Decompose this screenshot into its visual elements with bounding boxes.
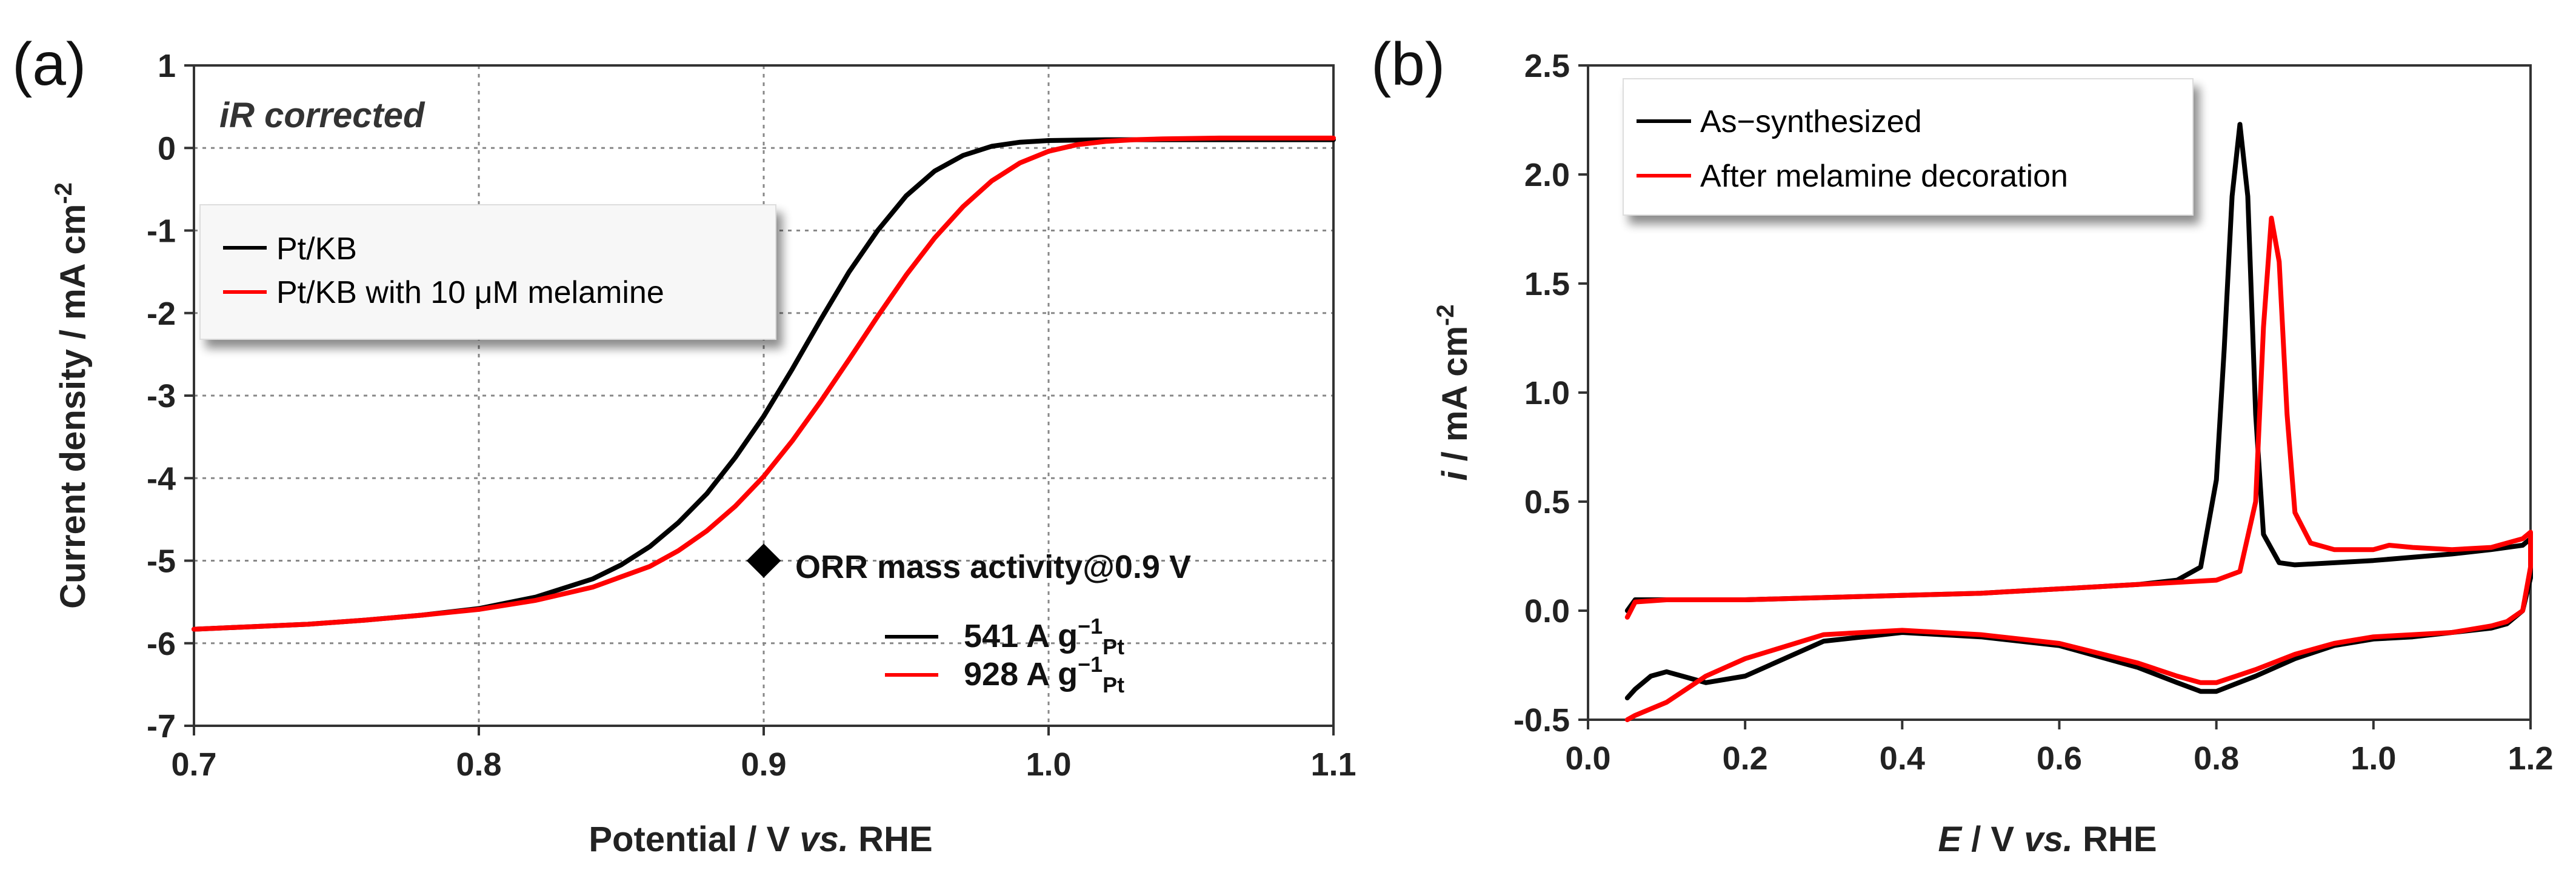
mass-activity-value-black: 541 A g−1Pt bbox=[964, 614, 1124, 659]
legend-label-after-melamine: After melamine decoration bbox=[1700, 159, 2068, 194]
panel-a-legend-box bbox=[199, 204, 776, 340]
panel-b-label: (b) bbox=[1371, 30, 1445, 98]
panel-b-y-tick-label-5: 0.0 bbox=[1524, 593, 1570, 629]
panel-b-x-tick-label-1: 0.2 bbox=[1723, 740, 1768, 777]
panel-b-y-tick-label-3: 1.0 bbox=[1524, 375, 1570, 411]
panel-a-x-tick-label-3: 1.0 bbox=[1026, 746, 1071, 783]
panel-a-y-tick-label-5: -4 bbox=[147, 460, 176, 497]
panel-a-y-tick-label-8: -7 bbox=[147, 708, 176, 745]
panel-b: (b) 2.52.01.51.00.50.0-0.5 0.0 0.2 0.4 0.6 0… bbox=[1371, 30, 2554, 859]
panel-b-x-tick-label-6: 1.2 bbox=[2508, 740, 2553, 777]
panel-a-grid bbox=[193, 64, 1335, 727]
panel-b-x-tick-label-3: 0.6 bbox=[2037, 740, 2082, 777]
panel-b-x-axis-title: E / V vs. RHE bbox=[1938, 820, 2157, 859]
mass-activity-value-red: 928 A g−1Pt bbox=[964, 652, 1124, 697]
panel-a-y-axis-title: Current density / mA cm-2 bbox=[50, 182, 93, 609]
panel-b-x-tick-label-2: 0.4 bbox=[1880, 740, 1925, 777]
panel-a-y-tick-label-3: -2 bbox=[147, 296, 176, 332]
panel-a-y-tick-label-1: 0 bbox=[158, 130, 176, 167]
orr-marker-diamond bbox=[746, 543, 781, 578]
panel-a: (a) 1 0 -1 -2 -3 -4 -5 -6 -7 0.7 0.8 0.9 1.0 1.1 iR … bbox=[12, 30, 1356, 859]
legend-label-pt-kb: Pt/KB bbox=[276, 231, 357, 267]
panel-b-legend-box bbox=[1623, 78, 2194, 216]
panel-a-x-tick-label-4: 1.1 bbox=[1310, 746, 1356, 783]
panel-a-series-line-1 bbox=[192, 135, 1336, 632]
panel-b-y-tick-label-6: -0.5 bbox=[1513, 702, 1570, 739]
panel-b-y-tick-label-2: 1.5 bbox=[1524, 266, 1570, 302]
panel-a-y-tick-label-2: -1 bbox=[147, 213, 176, 250]
panel-b-x-tick-label-5: 1.0 bbox=[2351, 740, 2396, 777]
legend-label-pt-kb-melamine: Pt/KB with 10 μM melamine bbox=[276, 275, 664, 310]
panel-a-series bbox=[192, 135, 1336, 632]
panel-a-x-tick-label-2: 0.9 bbox=[741, 746, 786, 783]
panel-b-y-ticks: 2.5 2.0 1.5 1.0 0.5 0.0 -0.5 bbox=[1513, 48, 1588, 739]
panel-a-x-tick-label-1: 0.8 bbox=[456, 746, 501, 783]
panel-a-y-tick-label-0: 1 bbox=[158, 48, 176, 84]
panel-b-x-ticks: 0.0 0.2 0.4 0.6 0.8 1.0 1.2 bbox=[1565, 720, 2554, 777]
panel-b-x-tick-label-4: 0.8 bbox=[2194, 740, 2239, 777]
panel-a-y-ticks: 1 0 -1 -2 -3 -4 -5 -6 -7 bbox=[147, 48, 194, 745]
panel-a-label: (a) bbox=[12, 30, 86, 98]
panel-a-legend: Pt/KB Pt/KB with 10 μM melamine bbox=[199, 204, 776, 340]
legend-label-as-synthesized: As−synthesized bbox=[1700, 104, 1922, 139]
panel-a-mass-activity: ORR mass activity@0.9 V 541 A g−1Pt 928 … bbox=[746, 543, 1191, 697]
panel-b-x-tick-label-0: 0.0 bbox=[1565, 740, 1610, 777]
panel-a-y-tick-label-4: -3 bbox=[147, 378, 176, 414]
panel-a-annotation: iR corrected bbox=[219, 96, 425, 135]
panel-a-x-tick-label-0: 0.7 bbox=[171, 746, 216, 783]
panel-b-y-tick-label-4: 0.5 bbox=[1524, 484, 1570, 520]
panel-b-y-tick-label-0: 2.5 bbox=[1524, 48, 1570, 84]
panel-b-y-axis-title: i / mA cm-2 bbox=[1432, 304, 1475, 480]
panel-b-series-line-1 bbox=[1624, 216, 2533, 722]
panel-a-y-tick-label-7: -6 bbox=[147, 626, 176, 662]
panel-a-y-tick-label-6: -5 bbox=[147, 543, 176, 580]
panel-b-y-tick-label-1: 2.0 bbox=[1524, 157, 1570, 193]
panel-a-x-axis-title: Potential / V vs. RHE bbox=[589, 820, 932, 859]
orr-mass-activity-label: ORR mass activity@0.9 V bbox=[795, 549, 1191, 585]
panel-b-series bbox=[1624, 122, 2533, 722]
panel-a-x-ticks: 0.7 0.8 0.9 1.0 1.1 bbox=[171, 726, 1356, 783]
panel-b-legend: As−synthesized After melamine decoration bbox=[1623, 78, 2194, 216]
